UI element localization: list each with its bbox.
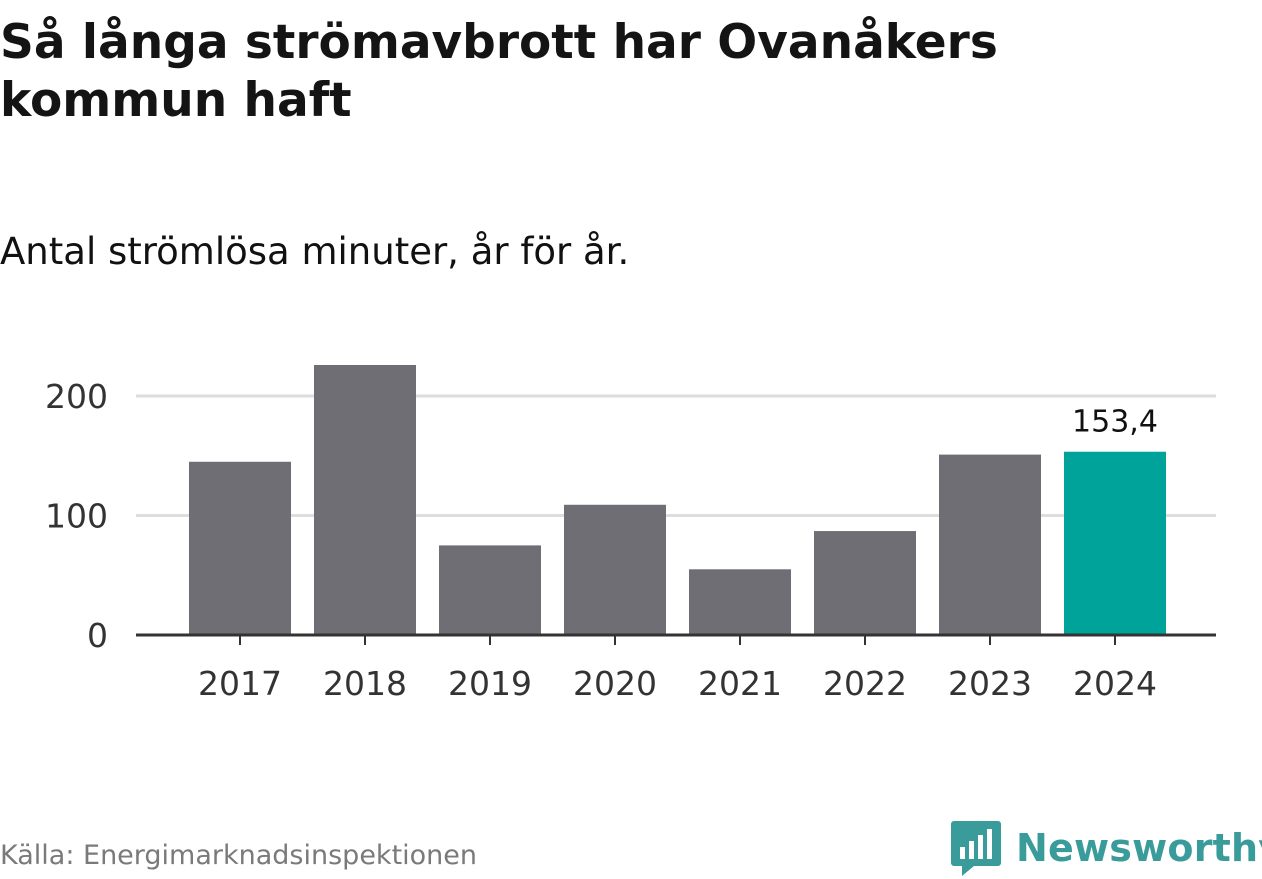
x-tick-label-2019: 2019: [448, 664, 532, 703]
source-note: Källa: Energimarknadsinspektionen: [0, 840, 478, 871]
x-tick-label-2022: 2022: [823, 664, 907, 703]
newsworthy-logo-icon: [951, 821, 1001, 876]
y-tick-label: 0: [87, 616, 108, 655]
labels: 0 100 200 2017 2018 2019 2020 2021 2022 2023 2024 1…: [45, 377, 1158, 703]
bar-2022: [814, 531, 916, 635]
brand-name: Newsworthy: [1016, 826, 1262, 870]
y-tick-label: 100: [45, 497, 108, 536]
brand-logo: Newsworthy: [950, 819, 1262, 877]
bar-2017: [189, 461, 291, 635]
y-tick-label: 200: [45, 377, 108, 416]
x-tick-label-2023: 2023: [948, 664, 1032, 703]
chart-title: Så långa strömavbrott har Ovanåkers komm…: [0, 15, 998, 128]
bar-2018: [314, 365, 416, 635]
data-label-highlight: 153,4: [1072, 405, 1158, 440]
bar-2021: [689, 569, 791, 635]
x-tick-label-2021: 2021: [698, 664, 782, 703]
axes: [136, 633, 1216, 645]
bar-2024: [1064, 451, 1166, 635]
bar-2019: [439, 545, 541, 635]
x-tick-label-2018: 2018: [323, 664, 407, 703]
bar-2020: [564, 504, 666, 635]
bar-chart: 0 100 200 2017 2018 2019 2020 2021 2022 2023 2024 1…: [45, 365, 1216, 703]
bars: [189, 365, 1166, 635]
chart-subtitle: Antal strömlösa minuter, år för år.: [0, 230, 630, 273]
bar-2023: [939, 454, 1041, 635]
gridlines: [136, 394, 1216, 518]
x-tick-label-2017: 2017: [198, 664, 282, 703]
x-tick-label-2024: 2024: [1073, 664, 1157, 703]
x-tick-label-2020: 2020: [573, 664, 657, 703]
